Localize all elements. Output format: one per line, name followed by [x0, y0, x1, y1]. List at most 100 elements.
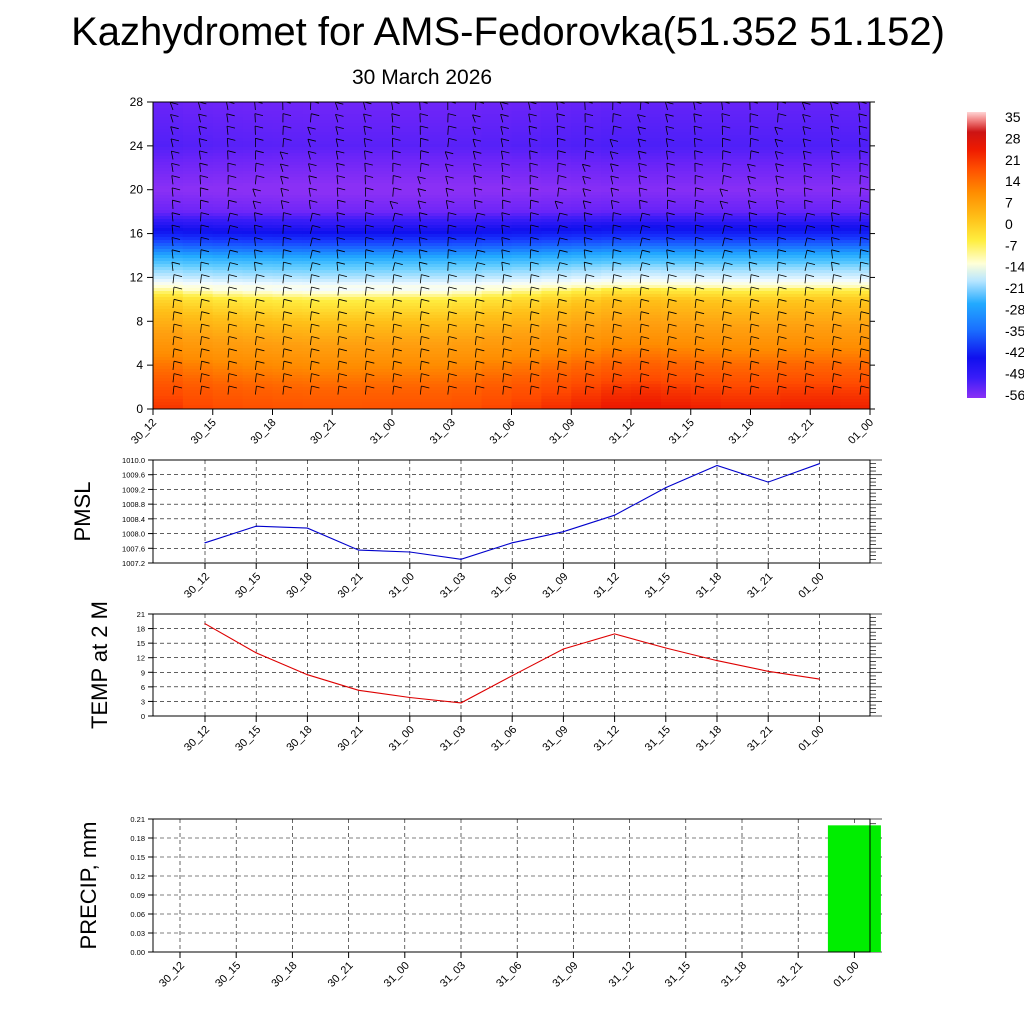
heatmap-cell — [780, 270, 811, 274]
heatmap-cell — [242, 351, 274, 355]
wind-barb-staff — [418, 237, 421, 247]
heatmap-cell — [601, 144, 632, 148]
heatmap-cell — [481, 381, 513, 385]
heatmap-cell — [780, 177, 811, 181]
heatmap-cell — [332, 189, 363, 193]
wind-barb-flag — [445, 175, 454, 179]
heatmap-cell — [750, 282, 781, 286]
heatmap-cell — [481, 144, 513, 148]
heatmap-cell — [690, 132, 722, 136]
heatmap-cell — [601, 114, 632, 118]
heatmap-cell — [601, 132, 632, 136]
wind-barb-staff — [501, 187, 504, 197]
heatmap-cell — [690, 342, 722, 346]
heatmap-cell — [780, 288, 811, 292]
wind-barb-flag — [860, 237, 869, 240]
heatmap-cell — [720, 159, 752, 163]
heatmap-cell — [182, 228, 214, 232]
wind-barb-flag — [696, 336, 705, 339]
wind-barb-flag — [833, 336, 842, 339]
heatmap-cell — [840, 366, 870, 370]
heatmap-cell — [690, 234, 722, 238]
wind-barb-staff — [255, 175, 257, 185]
heatmap-cell — [720, 279, 752, 283]
wind-barb-staff — [502, 324, 505, 333]
heatmap-cell — [451, 159, 483, 163]
heatmap-cell — [601, 375, 632, 379]
heatmap-cell — [541, 177, 572, 181]
wind-barb-flag — [448, 348, 457, 352]
heatmap-cell — [182, 360, 214, 364]
heatmap-cell — [780, 306, 811, 310]
heatmap-cell — [242, 345, 274, 349]
heatmap-cell — [481, 177, 513, 181]
wind-barb-staff — [254, 113, 256, 123]
heatmap-cell — [541, 111, 572, 115]
heatmap-cell — [780, 171, 811, 175]
wind-barb-flag — [419, 113, 428, 116]
heatmap-cell — [780, 117, 811, 121]
heatmap-cell — [840, 351, 870, 355]
heatmap-cell — [541, 186, 572, 190]
heatmap-cell — [392, 303, 423, 307]
wind-barb-flag — [338, 311, 347, 315]
heatmap-cell — [631, 267, 662, 271]
heatmap-cell — [690, 348, 722, 352]
heatmap-cell — [690, 279, 722, 283]
heatmap-cell — [541, 243, 572, 247]
heatmap-cell — [511, 258, 542, 262]
wind-barb-staff — [667, 274, 669, 284]
heatmap-cell — [541, 219, 572, 223]
wind-barb-staff — [280, 188, 284, 197]
heatmap-cell — [541, 396, 572, 400]
wind-barb-staff — [639, 200, 641, 210]
heatmap-cell — [631, 126, 662, 130]
wind-barb-flag — [312, 249, 321, 253]
heatmap-cell — [690, 186, 722, 190]
wind-barb-staff — [502, 299, 505, 309]
wind-barb-staff — [474, 324, 477, 333]
wind-barb-staff — [307, 151, 311, 160]
heatmap-cell — [362, 150, 393, 154]
wind-barb-flag — [723, 311, 732, 315]
heatmap-cell — [601, 315, 632, 319]
heatmap-cell — [720, 234, 752, 238]
heatmap-cell — [481, 138, 513, 142]
heatmap-cell — [690, 204, 722, 208]
wind-barb-flag — [666, 224, 675, 228]
heatmap-cell — [571, 393, 602, 397]
heatmap-cell — [720, 402, 752, 406]
heatmap-cell — [541, 297, 572, 301]
wind-barb-flag — [173, 298, 183, 302]
heatmap-cell — [840, 207, 870, 211]
wind-barb-flag — [201, 336, 210, 339]
heatmap-cell — [810, 192, 841, 196]
heatmap-cell — [660, 279, 692, 283]
wind-barb-flag — [392, 125, 401, 129]
wind-barb-staff — [474, 225, 478, 234]
wind-barb-flag — [613, 385, 622, 389]
wind-barb-flag — [363, 125, 372, 129]
wind-barb-staff — [747, 188, 751, 197]
heatmap-cell — [332, 135, 363, 139]
x-tick-label: 30_21 — [326, 960, 356, 990]
wind-barb-flag — [503, 298, 512, 302]
heatmap-cell — [421, 186, 453, 190]
heatmap-cell — [810, 210, 841, 214]
heatmap-cell — [571, 237, 602, 241]
heatmap-cell — [332, 246, 363, 250]
heatmap-cell — [631, 279, 662, 283]
wind-barb-staff — [777, 274, 779, 284]
heatmap-cell — [750, 138, 781, 142]
heatmap-cell — [421, 369, 453, 373]
wind-barb-staff — [474, 262, 478, 271]
heatmap-cell — [182, 378, 214, 382]
wind-barb-staff — [637, 126, 641, 135]
heatmap-cell — [511, 384, 542, 388]
heatmap-cell — [690, 309, 722, 313]
heatmap-cell — [272, 372, 303, 376]
heatmap-cell — [332, 186, 363, 190]
heatmap-cell — [660, 126, 692, 130]
heatmap-cell — [242, 312, 274, 316]
wind-barb-staff — [392, 361, 395, 370]
